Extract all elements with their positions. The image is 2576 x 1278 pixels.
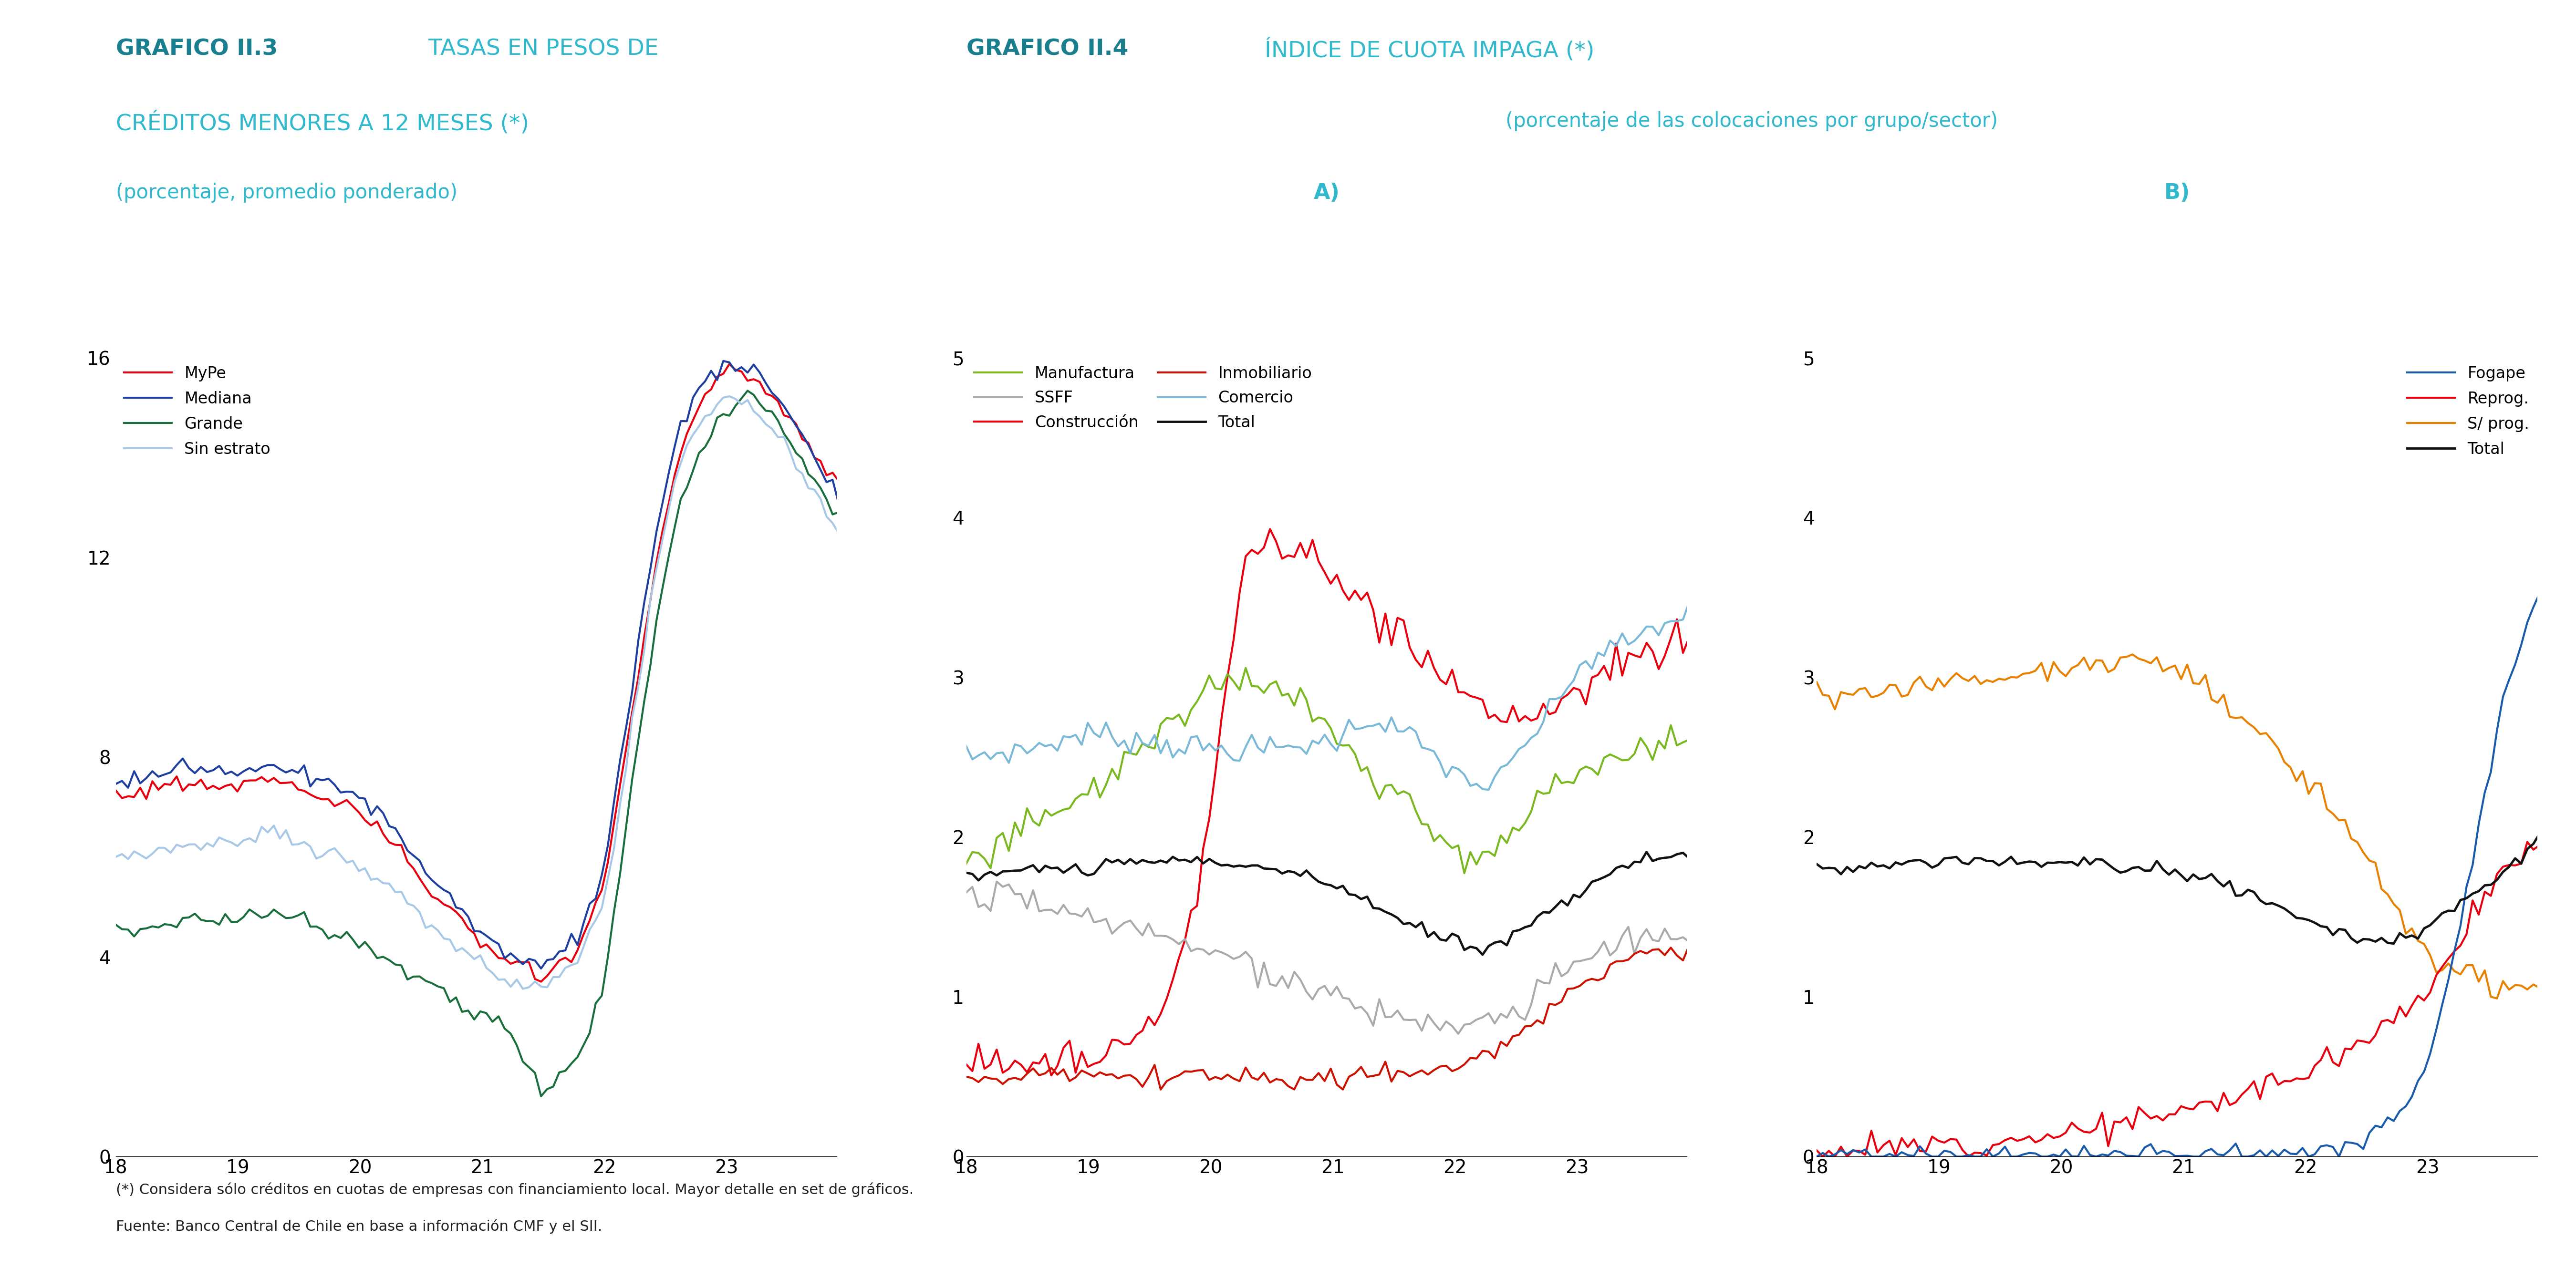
Text: (*) Considera sólo créditos en cuotas de empresas con financiamiento local. Mayo: (*) Considera sólo créditos en cuotas de… bbox=[116, 1182, 914, 1196]
Text: A): A) bbox=[1314, 183, 1340, 203]
Legend: Manufactura, SSFF, Construcción, Inmobiliario, Comercio, Total: Manufactura, SSFF, Construcción, Inmobil… bbox=[974, 366, 1311, 431]
Text: (porcentaje de las colocaciones por grupo/sector): (porcentaje de las colocaciones por grup… bbox=[1504, 111, 1999, 132]
Text: (porcentaje, promedio ponderado): (porcentaje, promedio ponderado) bbox=[116, 183, 459, 203]
Text: TASAS EN PESOS DE: TASAS EN PESOS DE bbox=[420, 38, 659, 60]
Legend: MyPe, Mediana, Grande, Sin estrato: MyPe, Mediana, Grande, Sin estrato bbox=[124, 366, 270, 458]
Text: GRAFICO II.3: GRAFICO II.3 bbox=[116, 38, 278, 60]
Text: B): B) bbox=[2164, 183, 2190, 203]
Text: CRÉDITOS MENORES A 12 MESES (*): CRÉDITOS MENORES A 12 MESES (*) bbox=[116, 111, 528, 134]
Legend: Fogape, Reprog., S/ prog., Total: Fogape, Reprog., S/ prog., Total bbox=[2406, 366, 2530, 458]
Text: ÍNDICE DE CUOTA IMPAGA (*): ÍNDICE DE CUOTA IMPAGA (*) bbox=[1257, 38, 1595, 61]
Text: GRAFICO II.4: GRAFICO II.4 bbox=[966, 38, 1128, 60]
Text: Fuente: Banco Central de Chile en base a información CMF y el SII.: Fuente: Banco Central de Chile en base a… bbox=[116, 1219, 603, 1233]
